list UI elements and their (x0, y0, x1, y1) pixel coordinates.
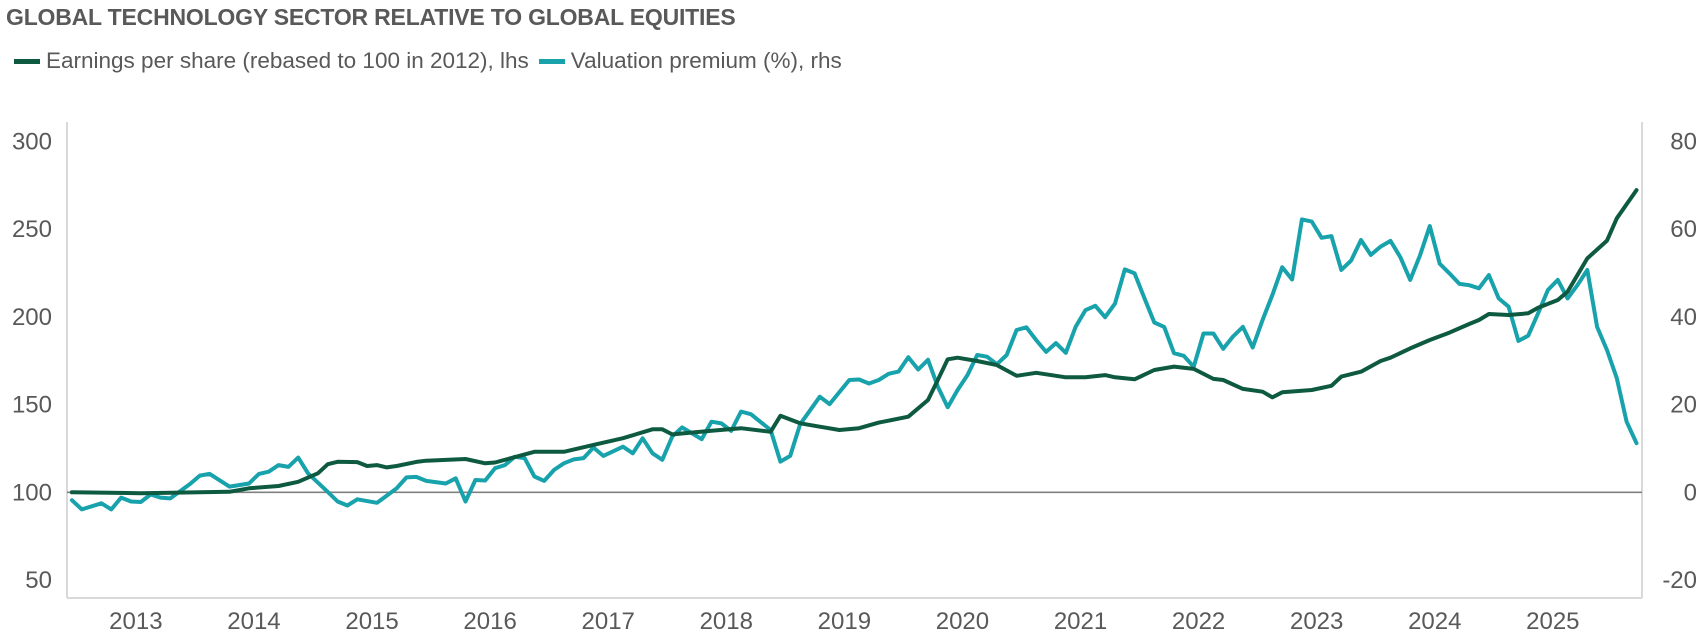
legend: Earnings per share (rebased to 100 in 20… (14, 48, 852, 74)
right-tick-label: 40 (1670, 304, 1697, 331)
x-tick-label: 2016 (463, 608, 516, 635)
legend-swatch-valuation (538, 58, 565, 64)
x-tick-label: 2014 (227, 608, 280, 635)
legend-item-valuation: Valuation premium (%), rhs (538, 48, 842, 74)
x-tick-label: 2020 (936, 608, 989, 635)
right-tick-label: 80 (1670, 128, 1697, 155)
eps-series-line (69, 188, 1639, 496)
right-tick-label: 20 (1670, 392, 1697, 419)
x-tick-label: 2015 (345, 608, 398, 635)
x-tick-label: 2021 (1054, 608, 1107, 635)
x-tick-label: 2023 (1290, 608, 1343, 635)
left-tick-label: 250 (12, 216, 52, 243)
left-tick-label: 50 (25, 567, 52, 594)
x-tick-label: 2025 (1526, 608, 1579, 635)
x-tick-label: 2022 (1172, 608, 1225, 635)
legend-label-valuation: Valuation premium (%), rhs (570, 48, 842, 73)
legend-swatch-eps (14, 58, 40, 64)
x-tick-label: 2013 (109, 608, 162, 635)
x-tick-label: 2024 (1408, 608, 1461, 635)
valuation-premium-series-line (69, 217, 1639, 512)
left-tick-label: 200 (12, 304, 52, 331)
x-tick-label: 2019 (818, 608, 871, 635)
x-tick-label: 2017 (582, 608, 635, 635)
right-tick-label: 0 (1684, 479, 1697, 506)
right-tick-label: 60 (1670, 216, 1697, 243)
legend-item-eps: Earnings per share (rebased to 100 in 20… (14, 48, 529, 74)
chart-title: GLOBAL TECHNOLOGY SECTOR RELATIVE TO GLO… (6, 4, 736, 30)
left-tick-label: 150 (12, 392, 52, 419)
legend-label-eps: Earnings per share (rebased to 100 in 20… (46, 48, 529, 73)
left-tick-label: 100 (12, 479, 52, 506)
right-tick-label: -20 (1662, 567, 1697, 594)
x-tick-label: 2018 (700, 608, 753, 635)
left-tick-label: 300 (12, 128, 52, 155)
